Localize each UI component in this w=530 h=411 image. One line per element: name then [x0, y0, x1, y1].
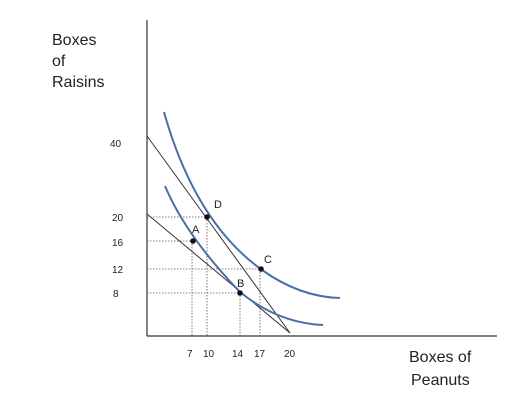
y-tick-12: 12: [112, 265, 124, 276]
budget-line-steep: [146, 135, 291, 334]
x-axis-label-line-1: Boxes of: [409, 349, 472, 366]
point-d: [204, 214, 210, 220]
y-tick-20: 20: [112, 213, 124, 224]
point-b: [237, 290, 243, 296]
point-b-label: B: [237, 278, 244, 290]
y-tick-8: 8: [113, 289, 119, 300]
point-d-label: D: [214, 199, 222, 211]
y-tick-16: 16: [112, 238, 124, 249]
x-tick-20: 20: [284, 349, 296, 360]
point-a-label: A: [192, 224, 200, 236]
y-axis-label-line-2: of: [52, 53, 66, 70]
point-c: [258, 266, 264, 272]
y-axis-label-line-3: Raisins: [52, 74, 105, 91]
x-tick-7: 7: [187, 349, 193, 360]
x-tick-17: 17: [254, 349, 266, 360]
budget-line-flat: [146, 213, 291, 334]
y-axis-label-line-1: Boxes: [52, 32, 97, 49]
y-tick-40: 40: [110, 139, 122, 150]
guide-lines: [147, 216, 261, 336]
point-c-label: C: [264, 254, 272, 266]
x-tick-14: 14: [232, 349, 244, 360]
x-tick-10: 10: [203, 349, 215, 360]
indifference-curve-high: [163, 111, 341, 299]
x-axis-label-line-2: Peanuts: [411, 372, 470, 389]
point-a: [190, 238, 196, 244]
